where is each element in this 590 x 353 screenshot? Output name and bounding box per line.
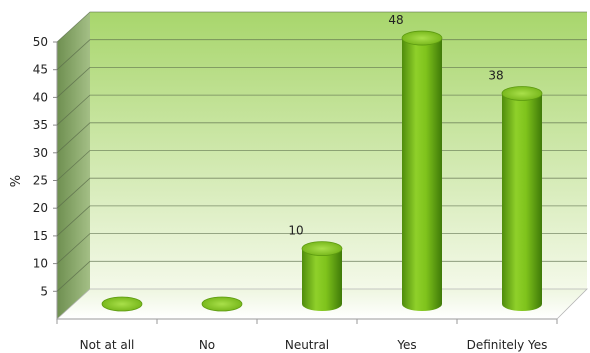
bar-cap (401, 30, 443, 46)
x-axis-ticks: Not at all No Neutral Yes Definitely Yes (56, 319, 558, 352)
bar (501, 86, 543, 311)
bar-body (402, 38, 442, 311)
bar (201, 296, 243, 312)
bar-cap (501, 86, 543, 101)
bars (101, 30, 543, 312)
x-tick-label: Neutral (285, 338, 329, 352)
bar-body (502, 93, 542, 311)
y-axis-label: % (9, 175, 24, 187)
y-tick-label: 5 (40, 284, 48, 298)
data-label: 48 (388, 13, 403, 27)
data-labels: 10 48 38 (288, 13, 503, 238)
data-label: 10 (288, 224, 303, 238)
bar (401, 30, 443, 311)
y-tick-label: 25 (33, 174, 48, 188)
y-tick-label: 45 (33, 63, 48, 77)
y-tick-label: 40 (33, 90, 48, 104)
data-label: 38 (488, 68, 503, 82)
y-tick-label: 30 (33, 146, 48, 160)
y-tick-label: 35 (33, 118, 48, 132)
gridline (56, 11, 587, 43)
x-tick-label: Definitely Yes (467, 338, 548, 352)
x-tick-label: No (199, 338, 215, 352)
y-tick-label: 20 (33, 201, 48, 215)
x-tick-label: Not at all (80, 338, 135, 352)
y-tick-label: 10 (33, 257, 48, 271)
bar (101, 296, 143, 312)
bar-body (302, 248, 342, 311)
bar (301, 241, 343, 311)
bar-cap (301, 241, 343, 257)
bar-cap (201, 296, 243, 312)
x-tick-label: Yes (396, 338, 416, 352)
y-tick-label: 15 (33, 229, 48, 243)
bar-cap (101, 296, 143, 312)
y-axis-ticks: 5 10 15 20 25 30 35 40 45 50 (33, 35, 57, 298)
y-tick-label: 50 (33, 35, 48, 49)
